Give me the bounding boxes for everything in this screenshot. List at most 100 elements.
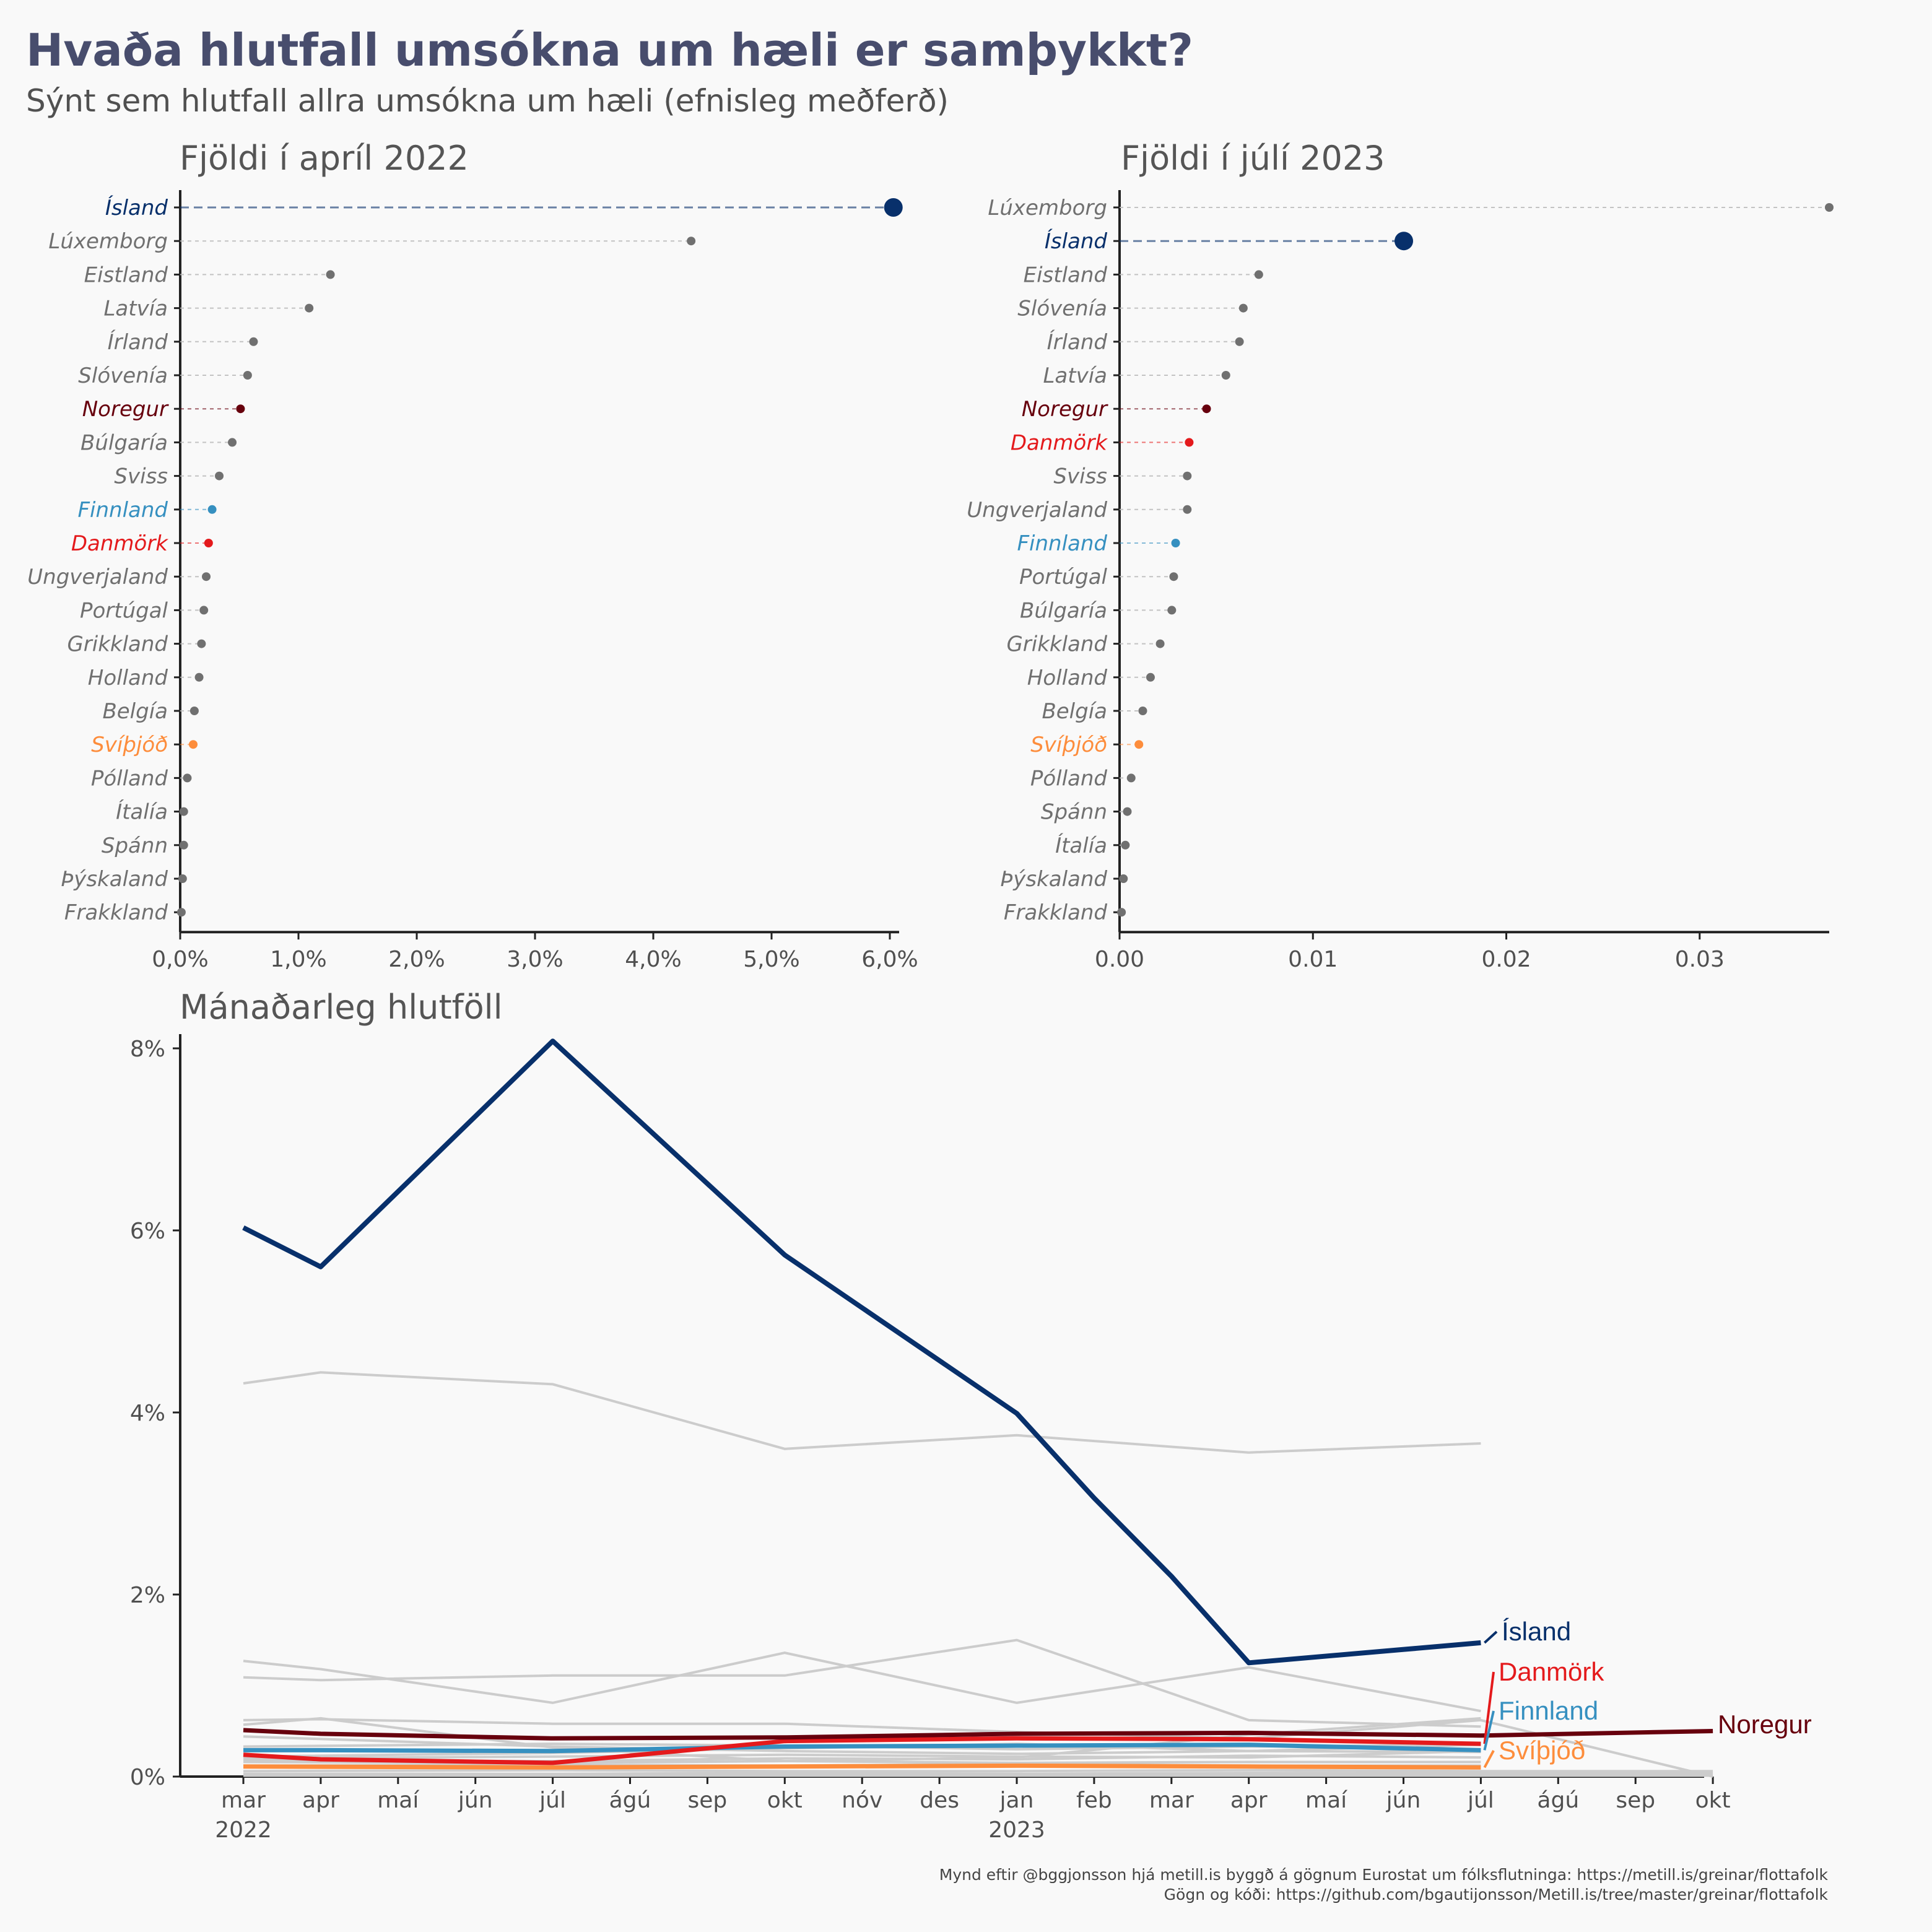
panel1-label-latvia: Latvía bbox=[103, 297, 168, 321]
panel2-point-finnland bbox=[1171, 539, 1180, 547]
panel3-x-tick-label: sep bbox=[1616, 1788, 1655, 1813]
panel3-end-label-island: Ísland bbox=[1502, 1617, 1571, 1646]
panel1-label-portugal: Portúgal bbox=[80, 598, 168, 623]
panel1-label-thyskaland: Þýskaland bbox=[61, 867, 168, 892]
panel3-background-line-2 bbox=[243, 1638, 1481, 1728]
panel1-point-polland bbox=[183, 773, 192, 783]
panel1-title: Fjöldi í apríl 2022 bbox=[180, 139, 469, 178]
panel1-label-eistland: Eistland bbox=[84, 263, 168, 287]
panel3-x-tick-label: jún bbox=[1386, 1788, 1421, 1813]
panel3-y-tick-label: 6% bbox=[130, 1219, 165, 1244]
panel1-point-noregur bbox=[236, 404, 245, 414]
panel2-point-ungverjaland bbox=[1183, 505, 1192, 514]
panel3-background-line-1 bbox=[243, 1651, 1481, 1713]
panel1-x-tick-label: 0,0% bbox=[152, 947, 208, 972]
panel2-label-eistland: Eistland bbox=[1024, 263, 1108, 287]
panel3-x-tick-label: okt bbox=[767, 1788, 803, 1813]
panel3-background-line-3 bbox=[243, 1718, 1713, 1778]
panel2-point-belgia bbox=[1138, 707, 1147, 715]
panel2-label-finnland: Finnland bbox=[1017, 531, 1107, 556]
panel1-point-frakkland bbox=[176, 908, 186, 917]
panel2-label-noregur: Noregur bbox=[1022, 397, 1108, 422]
panel3-x-tick-label: maí bbox=[377, 1788, 419, 1813]
panel2-label-sviss: Sviss bbox=[1053, 464, 1107, 489]
panel1-x-tick-label: 3,0% bbox=[507, 947, 563, 972]
panel1-label-holland: Holland bbox=[88, 666, 168, 690]
panel3-line-island bbox=[242, 1038, 1481, 1666]
panel1-point-spann bbox=[179, 840, 188, 850]
panel3-end-label-danmork: Danmörk bbox=[1499, 1657, 1604, 1686]
panel1-label-sviss: Sviss bbox=[114, 464, 168, 489]
panel3-y-tick-label: 8% bbox=[130, 1037, 165, 1062]
panel2-label-portugal: Portúgal bbox=[1019, 565, 1108, 590]
panel3-line-noregur bbox=[243, 1728, 1713, 1741]
panel1-x-tick-label: 1,0% bbox=[270, 947, 326, 972]
panel3-end-label-finnland: Finnland bbox=[1499, 1696, 1598, 1725]
panel3-x-tick-label: júl bbox=[1467, 1788, 1494, 1813]
panel1-label-grikkland: Grikkland bbox=[67, 632, 168, 657]
panel2-point-irland bbox=[1235, 337, 1244, 346]
panel3-x-tick-label: sep bbox=[688, 1788, 728, 1813]
panel3-x-tick-label: nóv bbox=[842, 1788, 882, 1813]
panel3-background-line-0 bbox=[243, 1371, 1481, 1454]
panel3-x-tick-label: mar bbox=[1149, 1788, 1194, 1813]
panel1-point-irland bbox=[249, 337, 258, 346]
panel1-point-holland bbox=[194, 672, 204, 682]
caption-line-2: Gögn og kóði: https://github.com/bgautij… bbox=[1164, 1886, 1829, 1904]
panel2-point-luxemborg bbox=[1825, 203, 1834, 212]
panel2-point-eistland bbox=[1254, 270, 1263, 279]
panel2-point-slovenia bbox=[1238, 303, 1248, 313]
panel3-background-line-12 bbox=[243, 1769, 1713, 1773]
panel3-connector-island bbox=[1484, 1630, 1498, 1644]
panel1-point-thyskaland bbox=[178, 874, 187, 883]
panel1-label-bulgaria: Búlgaría bbox=[80, 430, 168, 455]
panel1-label-polland: Pólland bbox=[91, 766, 168, 791]
panel2-dot-plot: 0.00 0.01 0.02 0.03 Lúxemborg Ísland Eistland S… bbox=[967, 190, 1834, 972]
panel3-x-tick-label: mar bbox=[221, 1788, 266, 1813]
panel1-point-svithjod bbox=[189, 740, 198, 749]
panel1-label-island: Ísland bbox=[105, 195, 168, 220]
panel1-label-noregur: Noregur bbox=[82, 397, 169, 422]
panel2-label-italia: Ítalía bbox=[1055, 833, 1107, 858]
panel1-point-belgia bbox=[189, 707, 199, 715]
panel1-label-finnland: Finnland bbox=[77, 498, 168, 523]
panel3-y-tick-label: 0% bbox=[130, 1765, 165, 1790]
panel2-label-thyskaland: Þýskaland bbox=[1001, 867, 1108, 892]
panel2-label-svithjod: Svíþjóð bbox=[1030, 733, 1107, 757]
panel3-connector-svithjod bbox=[1483, 1750, 1495, 1769]
panel3-x-tick-label: okt bbox=[1695, 1788, 1731, 1813]
panel2-title: Fjöldi í júlí 2023 bbox=[1121, 139, 1385, 178]
panel2-point-danmork bbox=[1185, 438, 1194, 447]
panel1-label-belgia: Belgía bbox=[102, 699, 168, 724]
panel1-label-svithjod: Svíþjóð bbox=[91, 733, 168, 757]
panel3-title: Mánaðarleg hlutföll bbox=[180, 988, 503, 1027]
panel1-point-island bbox=[884, 198, 903, 217]
panel2-point-frakkland bbox=[1117, 908, 1126, 917]
panel2-point-grikkland bbox=[1155, 639, 1165, 648]
panel3-line-finnland bbox=[243, 1743, 1481, 1754]
panel2-label-frakkland: Frakkland bbox=[1004, 900, 1108, 925]
panel1-point-danmork bbox=[204, 539, 213, 547]
panel3-x-tick-label: jún bbox=[458, 1788, 493, 1813]
panel1-point-italia bbox=[179, 807, 188, 816]
panel1-point-ungverjaland bbox=[202, 572, 211, 581]
panel2-label-spann: Spánn bbox=[1041, 800, 1107, 825]
panel2-label-belgia: Belgía bbox=[1042, 699, 1107, 724]
panel3-x-tick-label: apr bbox=[1230, 1788, 1268, 1813]
panel1-point-sviss bbox=[215, 471, 224, 481]
panel2-label-bulgaria: Búlgaría bbox=[1020, 598, 1107, 623]
panel1-label-irland: Írland bbox=[108, 329, 168, 355]
panel3-y-tick-label: 4% bbox=[130, 1401, 165, 1426]
panel1-dot-plot: 0,0% 1,0% 2,0% 3,0% 4,0% 5,0% 6,0% Ísland Lúxemb… bbox=[27, 190, 918, 972]
panel2-point-italia bbox=[1121, 840, 1130, 850]
panel2-point-polland bbox=[1126, 773, 1136, 783]
chart-subtitle: Sýnt sem hlutfall allra umsókna um hæli … bbox=[26, 83, 949, 119]
panel2-point-island bbox=[1395, 232, 1414, 251]
panel1-label-slovenia: Slóvenía bbox=[78, 363, 168, 388]
panel1-label-frakkland: Frakkland bbox=[64, 900, 168, 925]
panel1-point-latvia bbox=[305, 303, 314, 313]
panel2-label-irland: Írland bbox=[1047, 329, 1108, 355]
panel2-label-grikkland: Grikkland bbox=[1006, 632, 1107, 657]
panel2-x-tick-label: 0.01 bbox=[1288, 947, 1338, 972]
